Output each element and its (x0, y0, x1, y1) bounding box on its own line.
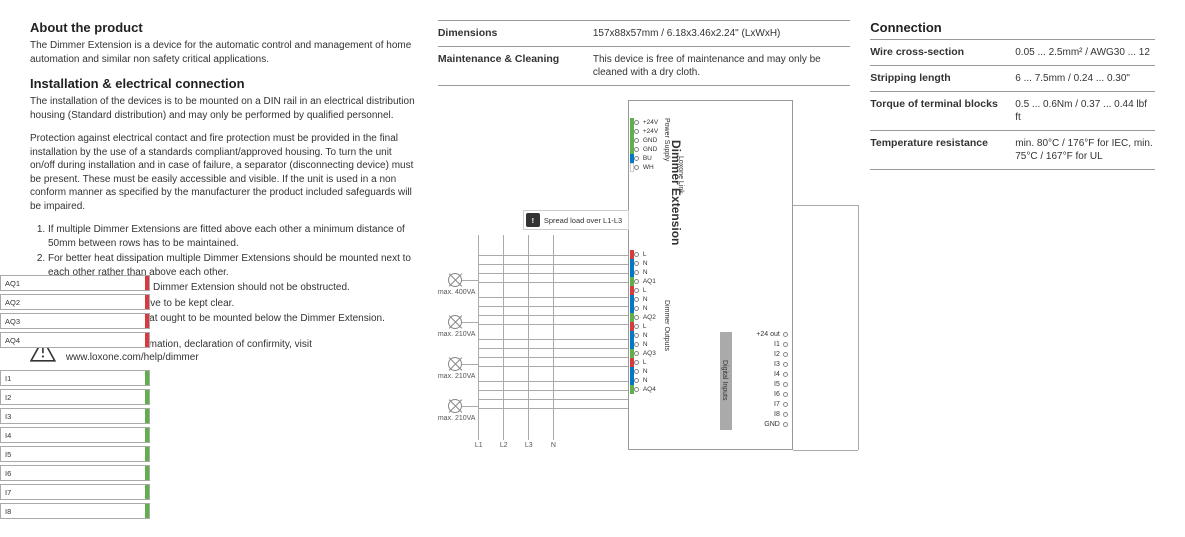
caution-box: ! Spread load over L1-L3 (523, 210, 629, 230)
conn-value: 6 ... 7.5mm / 0.24 ... 0.30" (1015, 72, 1155, 85)
conn-label: Stripping length (870, 72, 1015, 84)
neutral (553, 235, 554, 440)
input-strip: I1 (0, 370, 150, 386)
strip-label: AQ3 (5, 317, 20, 326)
strip-label: AQ2 (5, 298, 20, 307)
lamp-rating: max. 400VA (438, 289, 476, 296)
lamp-rating: max. 210VA (438, 331, 476, 338)
loxone-link-label: Loxone Link (677, 156, 684, 194)
install-heading: Installation & electrical connection (30, 76, 418, 91)
device-wire (793, 205, 858, 206)
spec-row: Dimensions 157x88x57mm / 6.18x3.46x2.24"… (438, 20, 850, 46)
phase-l2 (503, 235, 504, 440)
specs-table: Dimensions 157x88x57mm / 6.18x3.46x2.24"… (438, 20, 850, 86)
strip-end (145, 314, 149, 328)
lamp-icon (448, 273, 462, 287)
spec-value: This device is free of maintenance and m… (593, 53, 850, 79)
device-wire (793, 450, 858, 451)
list-item: If multiple Dimmer Extensions are fitted… (48, 223, 418, 250)
digital-input-pins: +24 outI1I2I3I4I5I6I7I8GND (738, 330, 788, 430)
digital-input-strips: I1 I2 I3 I4 I5 I6 I7 I8 (0, 370, 150, 522)
conn-label: Temperature resistance (870, 137, 1015, 149)
input-strip: I6 (0, 465, 150, 481)
input-strip: I2 (0, 389, 150, 405)
input-strip: I7 (0, 484, 150, 500)
dimmer-output-strips: Dimmer Outputs AQ1 AQ2 AQ3 AQ4 (0, 275, 150, 351)
output-strip: AQ4 (0, 332, 150, 348)
lamp-icon (448, 315, 462, 329)
about-text: The Dimmer Extension is a device for the… (30, 39, 418, 66)
lamp-icon (448, 399, 462, 413)
conn-value: 0.05 ... 2.5mm² / AWG30 ... 12 (1015, 46, 1155, 59)
digital-inputs-label: Digital Inputs (721, 360, 728, 400)
conn-row: Torque of terminal blocks0.5 ... 0.6Nm /… (870, 91, 1155, 130)
phase-l3 (528, 235, 529, 440)
strip-end (145, 276, 149, 290)
conn-row: Stripping length6 ... 7.5mm / 0.24 ... 0… (870, 65, 1155, 91)
phase-l1 (478, 235, 479, 440)
phase-label: N (551, 442, 556, 449)
conn-row: Wire cross-section0.05 ... 2.5mm² / AWG3… (870, 39, 1155, 65)
connection-heading: Connection (870, 20, 1155, 35)
about-heading: About the product (30, 20, 418, 35)
output-strip: AQ3 (0, 313, 150, 329)
strip-end (145, 295, 149, 309)
spec-row: Maintenance & Cleaning This device is fr… (438, 46, 850, 86)
spec-value: 157x88x57mm / 6.18x3.46x2.24" (LxWxH) (593, 27, 850, 40)
dimmer-output-pins: LNNAQ1LNNAQ2LNNAQ3LNNAQ4 (630, 250, 656, 394)
input-strip: I3 (0, 408, 150, 424)
spec-label: Dimensions (438, 27, 593, 39)
caution-text: Spread load over L1-L3 (544, 216, 622, 225)
install-p1: The installation of the devices is to be… (30, 95, 418, 122)
power-supply-label: Power Supply (663, 118, 670, 161)
output-strip: AQ1 (0, 275, 150, 291)
phase-label: L3 (525, 442, 533, 449)
install-p2: Protection against electrical contact an… (30, 132, 418, 213)
connection-table: Wire cross-section0.05 ... 2.5mm² / AWG3… (870, 39, 1155, 170)
output-strip: AQ2 (0, 294, 150, 310)
wiring-diagram: Dimmer Extension +24V +24V GND GND BU WH… (438, 100, 850, 470)
right-column: Connection Wire cross-section0.05 ... 2.… (870, 20, 1155, 470)
lamp-icon (448, 357, 462, 371)
strip-label: AQ1 (5, 279, 20, 288)
conn-label: Torque of terminal blocks (870, 98, 1015, 110)
input-strip: I8 (0, 503, 150, 519)
phase-label: L1 (475, 442, 483, 449)
input-strip: I5 (0, 446, 150, 462)
input-strip: I4 (0, 427, 150, 443)
strip-end (145, 333, 149, 347)
dimmer-outputs-label: Dimmer Outputs (663, 300, 670, 351)
device-wire (858, 205, 859, 450)
conn-label: Wire cross-section (870, 46, 1015, 58)
conn-value: 0.5 ... 0.6Nm / 0.37 ... 0.44 lbf ft (1015, 98, 1155, 124)
power-pins: +24V +24V GND GND BU WH (630, 118, 658, 172)
lamp-rating: max. 210VA (438, 415, 476, 422)
phase-label: L2 (500, 442, 508, 449)
spec-label: Maintenance & Cleaning (438, 53, 593, 65)
mid-column: Dimensions 157x88x57mm / 6.18x3.46x2.24"… (438, 20, 850, 470)
conn-value: min. 80°C / 176°F for IEC, min. 75°C / 1… (1015, 137, 1155, 163)
lamp-rating: max. 210VA (438, 373, 476, 380)
conn-row: Temperature resistancemin. 80°C / 176°F … (870, 130, 1155, 170)
caution-icon: ! (526, 213, 540, 227)
strip-label: AQ4 (5, 336, 20, 345)
